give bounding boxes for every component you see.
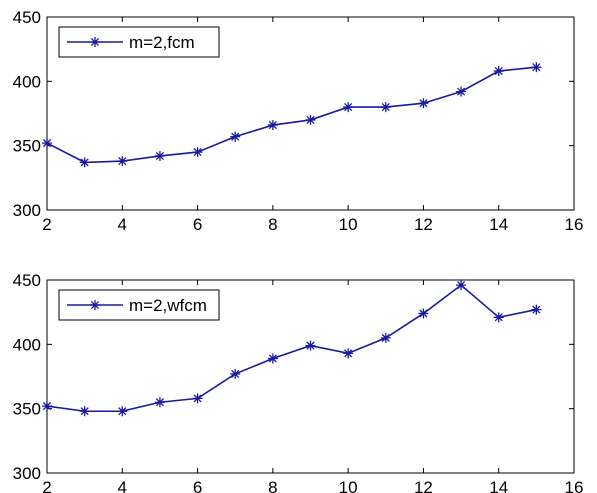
data-point: [117, 406, 128, 417]
data-point: [192, 147, 203, 158]
x-tick-label: 12: [414, 215, 433, 234]
data-point: [531, 62, 542, 73]
data-point: [79, 406, 90, 417]
data-point: [154, 150, 165, 161]
data-point: [418, 308, 429, 319]
data-point: [493, 66, 504, 77]
x-tick-label: 6: [193, 215, 202, 234]
series-line: [46, 284, 537, 413]
data-point: [305, 340, 316, 351]
y-tick-label: 350: [13, 400, 41, 419]
x-tick-label: 2: [42, 215, 51, 234]
data-point: [267, 353, 278, 364]
data-point: [343, 348, 354, 359]
x-tick-label: 10: [339, 215, 358, 234]
subplot-1: 2 4 6 8 10 12 14 16 300 350 400 450 m=2,fcm: [13, 8, 584, 234]
data-point: [117, 156, 128, 167]
data-point: [380, 332, 391, 343]
data-point: [493, 312, 504, 323]
legend: m=2,wfcm: [58, 289, 220, 321]
data-point: [531, 304, 542, 315]
data-point: [418, 98, 429, 109]
data-point: [380, 102, 391, 113]
data-point: [230, 131, 241, 142]
data-point: [154, 397, 165, 408]
legend-label: m=2,fcm: [129, 33, 195, 52]
y-tick-label: 450: [13, 271, 41, 290]
x-tick-label: 14: [489, 478, 508, 493]
legend: m=2,fcm: [58, 26, 220, 58]
data-point: [230, 368, 241, 379]
y-tick-label: 450: [13, 8, 41, 27]
x-tick-label: 4: [118, 478, 127, 493]
plots: 2 4 6 8 10 12 14 16 300 350 400 450 m=2,fcm 2 4 6 8 10 12 1…: [13, 8, 584, 493]
data-point: [267, 120, 278, 131]
data-point: [343, 102, 354, 113]
x-tick-label: 12: [414, 478, 433, 493]
data-point: [305, 114, 316, 125]
y-tick-label: 400: [13, 72, 41, 91]
data-point: [192, 393, 203, 404]
x-tick-label: 10: [339, 478, 358, 493]
data-point: [42, 138, 52, 149]
y-tick-label: 300: [13, 201, 41, 220]
legend-marker: [90, 37, 100, 47]
x-tick-label: 8: [268, 478, 277, 493]
x-tick-label: 14: [489, 215, 508, 234]
data-point: [42, 401, 52, 412]
data-point: [79, 157, 90, 168]
x-tick-label: 2: [42, 478, 51, 493]
y-tick-label: 400: [13, 335, 41, 354]
subplot-2: 2 4 6 8 10 12 14 16 300 350 400 450 m=2,wfcm: [13, 271, 584, 493]
y-tick-label: 350: [13, 137, 41, 156]
x-tick-label: 16: [565, 215, 584, 234]
y-tick-label: 300: [13, 464, 41, 483]
legend-marker: [90, 300, 100, 310]
data-point: [456, 86, 467, 97]
x-tick-label: 8: [268, 215, 277, 234]
series-line: [46, 66, 537, 164]
legend-label: m=2,wfcm: [129, 296, 207, 315]
x-tick-label: 6: [193, 478, 202, 493]
x-tick-label: 4: [118, 215, 127, 234]
x-tick-label: 16: [565, 478, 584, 493]
data-point: [456, 280, 467, 291]
